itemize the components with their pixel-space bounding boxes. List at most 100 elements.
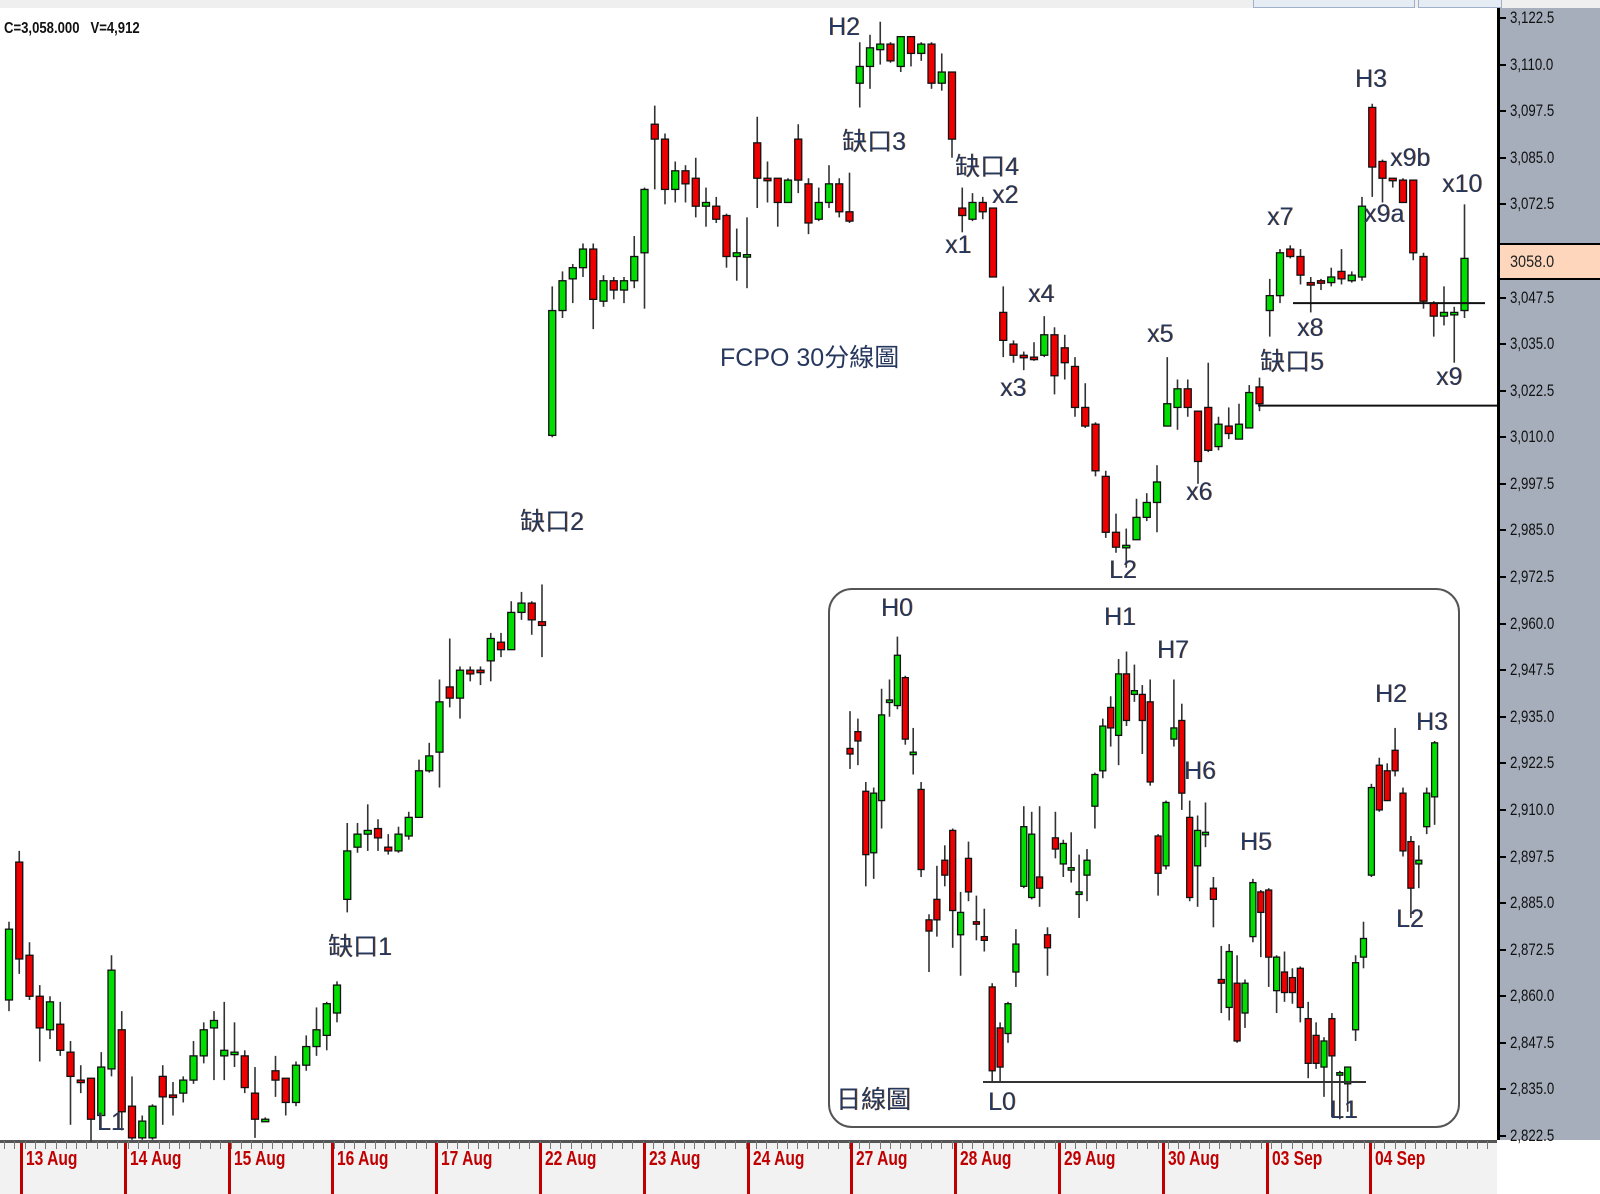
- daily-candle-body: [1383, 770, 1391, 802]
- main-candle: [701, 187, 711, 227]
- toolbar-tab[interactable]: [1253, 0, 1415, 8]
- main-candle-body: [527, 602, 536, 621]
- x-minor-tick: [807, 1141, 809, 1149]
- daily-candle: [1154, 834, 1162, 896]
- main-candle-body: [578, 248, 588, 269]
- x-minor-tick: [1301, 1141, 1303, 1149]
- y-tick-label: 2,997.5: [1510, 473, 1555, 493]
- inset-annotation-label: H0: [881, 594, 913, 622]
- main-candle-body: [1152, 481, 1162, 504]
- inset-annotation-label: H6: [1184, 757, 1216, 785]
- main-candle: [1142, 493, 1151, 522]
- daily-candle-body: [1107, 706, 1115, 729]
- annotation-label: x9a: [1364, 200, 1405, 228]
- daily-candle: [1130, 664, 1139, 702]
- daily-candle-body: [893, 654, 902, 707]
- annotation-label: 缺口5: [1260, 348, 1324, 376]
- daily-candle-body: [1012, 943, 1020, 973]
- y-tick: [1499, 529, 1506, 532]
- main-candle-body: [261, 1118, 270, 1123]
- toolbar-tab[interactable]: [1418, 0, 1502, 8]
- main-candle: [1183, 379, 1192, 417]
- main-candle: [1378, 159, 1387, 203]
- x-minor-tick: [251, 1141, 253, 1149]
- daily-candle: [854, 718, 862, 766]
- main-candle: [15, 850, 24, 974]
- date-tick: [850, 1143, 854, 1194]
- main-candle: [1316, 278, 1326, 291]
- main-candle: [906, 35, 916, 67]
- x-minor-tick: [385, 1141, 387, 1149]
- main-candle: [271, 1055, 280, 1097]
- main-candle-body: [1347, 274, 1356, 282]
- main-candle-body: [466, 669, 475, 675]
- x-minor-tick: [1126, 1141, 1128, 1149]
- y-tick: [1499, 203, 1506, 206]
- x-minor-tick: [941, 1141, 943, 1149]
- x-minor-tick: [858, 1141, 860, 1149]
- main-candle: [732, 228, 741, 281]
- main-candle-body: [1234, 423, 1244, 440]
- main-candle: [363, 804, 372, 851]
- x-minor-tick: [1281, 1141, 1283, 1149]
- daily-candle: [1004, 1001, 1012, 1043]
- x-minor-tick: [107, 1141, 108, 1149]
- main-candle: [773, 177, 782, 227]
- x-minor-tick: [467, 1141, 469, 1149]
- daily-candle-body: [1162, 801, 1170, 867]
- main-candle-body: [56, 1023, 65, 1051]
- main-candle-body: [363, 829, 372, 835]
- daily-candle-body: [1320, 1040, 1328, 1068]
- daily-candle: [901, 675, 909, 745]
- main-candle-body: [835, 183, 844, 213]
- daily-candle-body: [1272, 956, 1281, 992]
- main-candle: [25, 942, 34, 1000]
- daily-candle-body: [1399, 792, 1407, 852]
- daily-candle: [1257, 890, 1265, 958]
- daily-candle-body: [917, 788, 925, 871]
- main-candle: [712, 196, 721, 223]
- x-minor-tick: [1373, 1141, 1375, 1149]
- main-candle: [835, 178, 844, 218]
- daily-candle-body: [1043, 934, 1052, 949]
- x-minor-tick: [1209, 1141, 1211, 1149]
- main-candle: [1009, 340, 1018, 363]
- main-candle: [322, 1001, 331, 1051]
- main-candle: [97, 1052, 106, 1117]
- daily-candle: [1178, 703, 1186, 810]
- daily-candle-body: [1375, 764, 1383, 811]
- main-candle: [845, 172, 854, 223]
- annotation-label: 缺口2: [520, 508, 584, 536]
- main-candle: [1152, 465, 1162, 533]
- main-candle-body: [865, 47, 875, 68]
- main-candle: [1409, 179, 1418, 261]
- date-tick-label: 04 Sep: [1375, 1148, 1426, 1170]
- daily-candle: [1233, 955, 1241, 1043]
- annotation-label: x10: [1442, 170, 1483, 198]
- main-candle: [1245, 385, 1254, 429]
- x-minor-tick: [1270, 1141, 1272, 1149]
- main-candle-body: [281, 1077, 290, 1104]
- main-candle-body: [394, 833, 403, 852]
- x-minor-tick: [1456, 1141, 1458, 1149]
- daily-candle: [1059, 839, 1067, 877]
- y-tick-label: 3,047.5: [1510, 287, 1555, 307]
- y-tick: [1499, 482, 1506, 485]
- daily-candle: [917, 781, 925, 877]
- main-candle: [578, 243, 588, 278]
- main-candle: [1091, 422, 1100, 477]
- daily-candle: [1241, 979, 1249, 1028]
- y-tick-label: 3,122.5: [1510, 8, 1555, 27]
- annotation-label: x8: [1297, 314, 1324, 342]
- daily-candle-body: [941, 859, 949, 876]
- main-candle-body: [1040, 334, 1049, 356]
- daily-candle-body: [1415, 859, 1423, 865]
- x-minor-tick: [1229, 1141, 1231, 1149]
- date-tick-label: 16 Aug: [337, 1148, 389, 1170]
- x-minor-tick: [14, 1141, 16, 1149]
- annotation-label: x7: [1267, 203, 1294, 231]
- x-minor-tick: [838, 1141, 840, 1149]
- daily-candle: [1020, 806, 1028, 889]
- main-candle-body: [1357, 205, 1367, 278]
